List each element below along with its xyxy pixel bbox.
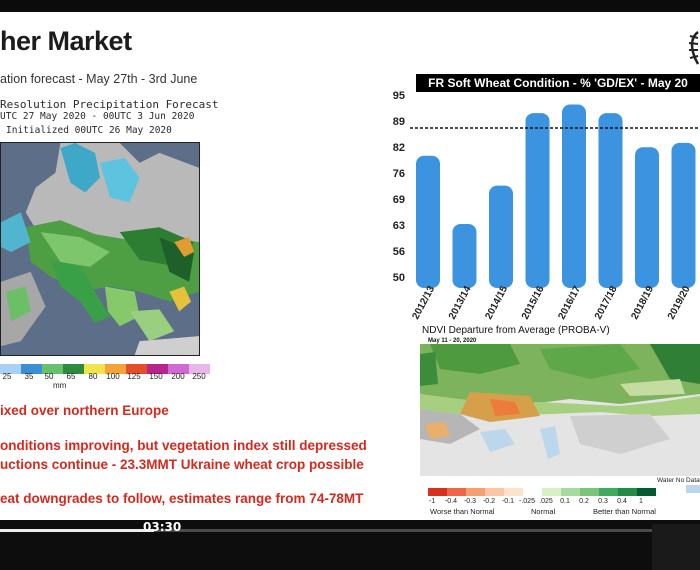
colorbar-unit: mm xyxy=(53,381,67,390)
ndvi-legend-swatch xyxy=(618,488,637,496)
water-no-data-swatch xyxy=(686,485,700,493)
colorbar-label: 125 xyxy=(127,372,141,381)
colorbar-label: 50 xyxy=(44,372,54,381)
ndvi-title: NDVI Departure from Average (PROBA-V) xyxy=(422,325,610,336)
y-tick-label: 63 xyxy=(392,220,405,232)
colorbar-label: 65 xyxy=(66,372,76,381)
bar-2012-13 xyxy=(416,155,440,288)
ndvi-legend-label: -1 xyxy=(428,498,436,505)
y-tick-label: 89 xyxy=(392,116,405,128)
y-tick-label: 56 xyxy=(392,246,405,258)
precipitation-forecast-map xyxy=(0,142,200,356)
ndvi-legend-swatch xyxy=(428,488,447,496)
map-header-init: Initialized 00UTC 26 May 2020 xyxy=(6,125,172,136)
ndvi-legend-swatch xyxy=(523,488,542,496)
y-tick-label: 95 xyxy=(392,90,405,102)
bar-2016-17 xyxy=(562,104,586,289)
ndvi-legend-label: -0.4 xyxy=(444,498,458,505)
ndvi-legend-swatch xyxy=(504,488,523,496)
colorbar-label: 25 xyxy=(2,372,12,381)
ndvi-legend xyxy=(428,488,656,496)
ndvi-date: May 11 - 20, 2020 xyxy=(428,338,477,344)
y-tick-label: 82 xyxy=(392,142,405,154)
wheat-condition-chart: 2012/13 2013/14 2014/15 2015/16 2016/17 2017/… xyxy=(410,104,700,321)
ndvi-legend-swatch xyxy=(542,488,561,496)
progress-fill xyxy=(0,529,154,532)
x-tick-label: 2018/19 xyxy=(629,284,656,321)
bullet-line: uctions continue - 23.3MMT Ukraine wheat… xyxy=(0,457,364,472)
ndvi-legend-swatch xyxy=(561,488,580,496)
ndvi-legend-swatch xyxy=(599,488,618,496)
bar-2014-15 xyxy=(489,185,513,288)
bullet-line: onditions improving, but vegetation inde… xyxy=(0,438,367,453)
ndvi-legend-swatch xyxy=(466,488,485,496)
leaf-logo-icon xyxy=(688,31,700,65)
ndvi-legend-label: 0.4 xyxy=(617,498,627,505)
colorbar-label: 150 xyxy=(149,372,163,381)
progress-track[interactable] xyxy=(0,529,700,532)
bar-2019-20 xyxy=(671,142,696,288)
ndvi-worse-label: Worse than Normal xyxy=(430,507,495,516)
ndvi-legend-label: 0.3 xyxy=(598,498,608,505)
x-tick-label: 2019/20 xyxy=(666,284,693,321)
x-tick-label: 2012/13 xyxy=(410,284,437,321)
ndvi-legend-swatch xyxy=(637,488,656,496)
x-tick-label: 2015/16 xyxy=(520,284,547,321)
playback-time: 03:30 xyxy=(143,520,182,534)
water-no-data-label: Water No Data xyxy=(657,477,700,484)
ndvi-legend-label: .025 xyxy=(539,498,553,505)
x-tick-label: 2016/17 xyxy=(556,284,583,321)
ndvi-legend-label: -0.1 xyxy=(501,498,515,505)
map-header-period: UTC 27 May 2020 - 00UTC 3 Jun 2020 xyxy=(0,111,195,122)
presentation-slide: her Market ation forecast - May 27th - 3… xyxy=(0,12,700,520)
x-tick-label: 2013/14 xyxy=(447,284,474,321)
bar-2015-16 xyxy=(525,113,550,288)
video-player-controls: 03:30 xyxy=(0,520,700,570)
preview-thumbnail[interactable] xyxy=(652,524,700,570)
bullet-line: ixed over northern Europe xyxy=(0,403,169,418)
x-tick-label: 2017/18 xyxy=(593,284,620,321)
colorbar-label: 250 xyxy=(192,372,206,381)
ndvi-legend-label: 0.1 xyxy=(560,498,570,505)
ndvi-normal-label: Normal xyxy=(531,507,556,516)
ndvi-legend-swatch xyxy=(580,488,599,496)
ndvi-legend-label: -0.3 xyxy=(463,498,477,505)
ndvi-legend-swatch xyxy=(485,488,504,496)
colorbar-label: 200 xyxy=(171,372,185,381)
y-tick-label: 76 xyxy=(392,168,405,180)
colorbar-label: 100 xyxy=(106,372,120,381)
bar-2017-18 xyxy=(598,113,623,288)
y-tick-label: 69 xyxy=(392,194,405,206)
ndvi-departure-map xyxy=(420,344,700,476)
top-bar xyxy=(0,0,700,12)
chart-title: FR Soft Wheat Condition - % 'GD/EX' - Ma… xyxy=(416,74,700,92)
slide-subtitle: ation forecast - May 27th - 3rd June xyxy=(0,72,198,86)
ndvi-legend-swatch xyxy=(447,488,466,496)
map-header-title: Resolution Precipitation Forecast xyxy=(0,98,219,111)
colorbar-label: 80 xyxy=(88,372,98,381)
slide-title: her Market xyxy=(0,26,132,56)
bullet-line: eat downgrades to follow, estimates rang… xyxy=(0,491,364,506)
ndvi-legend-label: 0.2 xyxy=(579,498,589,505)
precip-colorbar xyxy=(0,364,210,374)
colorbar-labels: 25 35 50 65 80 100 125 150 200 250 xyxy=(0,372,220,384)
y-tick-label: 50 xyxy=(392,272,405,284)
bar-2013-14 xyxy=(452,224,477,288)
colorbar-label: 35 xyxy=(24,372,34,381)
ndvi-better-label: Better than Normal xyxy=(593,507,656,516)
ndvi-legend-label: -0.2 xyxy=(482,498,496,505)
bar-2018-19 xyxy=(635,147,659,288)
ndvi-legend-label: -.025 xyxy=(519,498,535,505)
ndvi-legend-label: 1 xyxy=(639,498,643,505)
x-tick-label: 2014/15 xyxy=(483,284,510,321)
